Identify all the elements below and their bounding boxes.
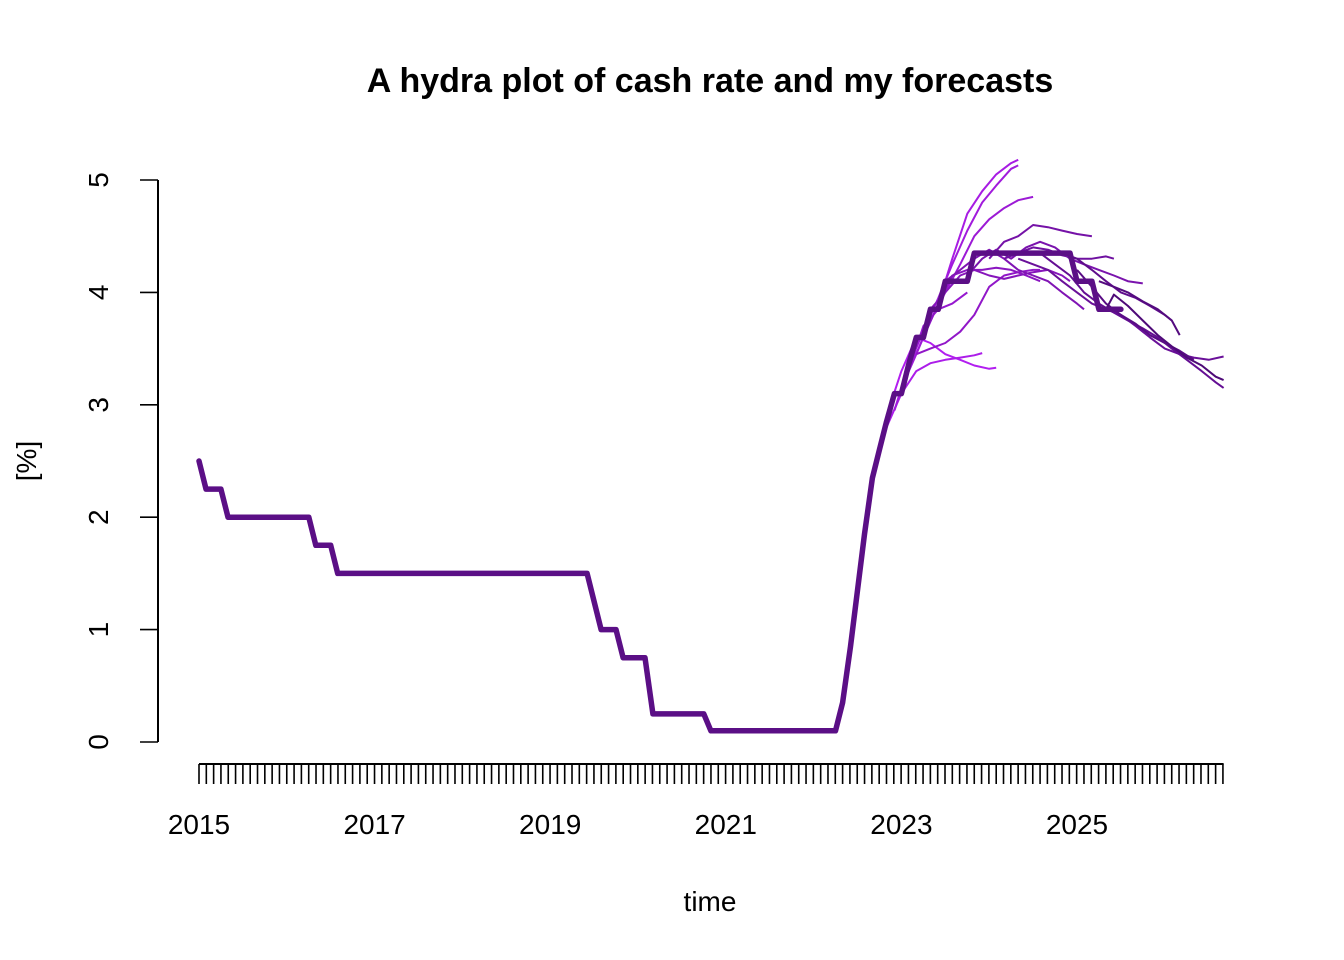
y-tick-label: 3 — [83, 397, 114, 413]
history-line-group — [196, 250, 1124, 734]
forecast-line — [893, 164, 1019, 411]
x-tick-label: 2019 — [519, 809, 581, 840]
chart-title: A hydra plot of cash rate and my forecas… — [367, 62, 1054, 100]
x-axis-label: time — [684, 886, 737, 917]
y-axis-label: [%] — [11, 441, 42, 481]
y-tick-label: 4 — [83, 285, 114, 301]
x-tick-label: 2021 — [695, 809, 757, 840]
x-axis: 2015 2017 2019 2021 2023 2025 — [168, 763, 1224, 840]
forecast-line — [1105, 293, 1224, 382]
forecast-line — [915, 268, 1041, 356]
forecast-line — [1098, 280, 1181, 336]
forecast-line — [988, 224, 1093, 260]
x-tick-label: 2025 — [1046, 809, 1108, 840]
x-tick-label: 2015 — [168, 809, 230, 840]
y-tick-label: 2 — [83, 509, 114, 525]
y-tick-label: 1 — [83, 622, 114, 638]
y-tick-label: 0 — [83, 734, 114, 750]
forecast-line — [893, 158, 1019, 411]
y-axis: 0 1 2 3 4 5 — [83, 172, 159, 750]
forecast-line — [885, 336, 997, 417]
forecast-lines — [885, 158, 1225, 428]
cash-rate-line — [196, 250, 1124, 734]
x-tick-label: 2023 — [870, 809, 932, 840]
y-tick-label: 5 — [83, 172, 114, 188]
x-tick-label: 2017 — [343, 809, 405, 840]
